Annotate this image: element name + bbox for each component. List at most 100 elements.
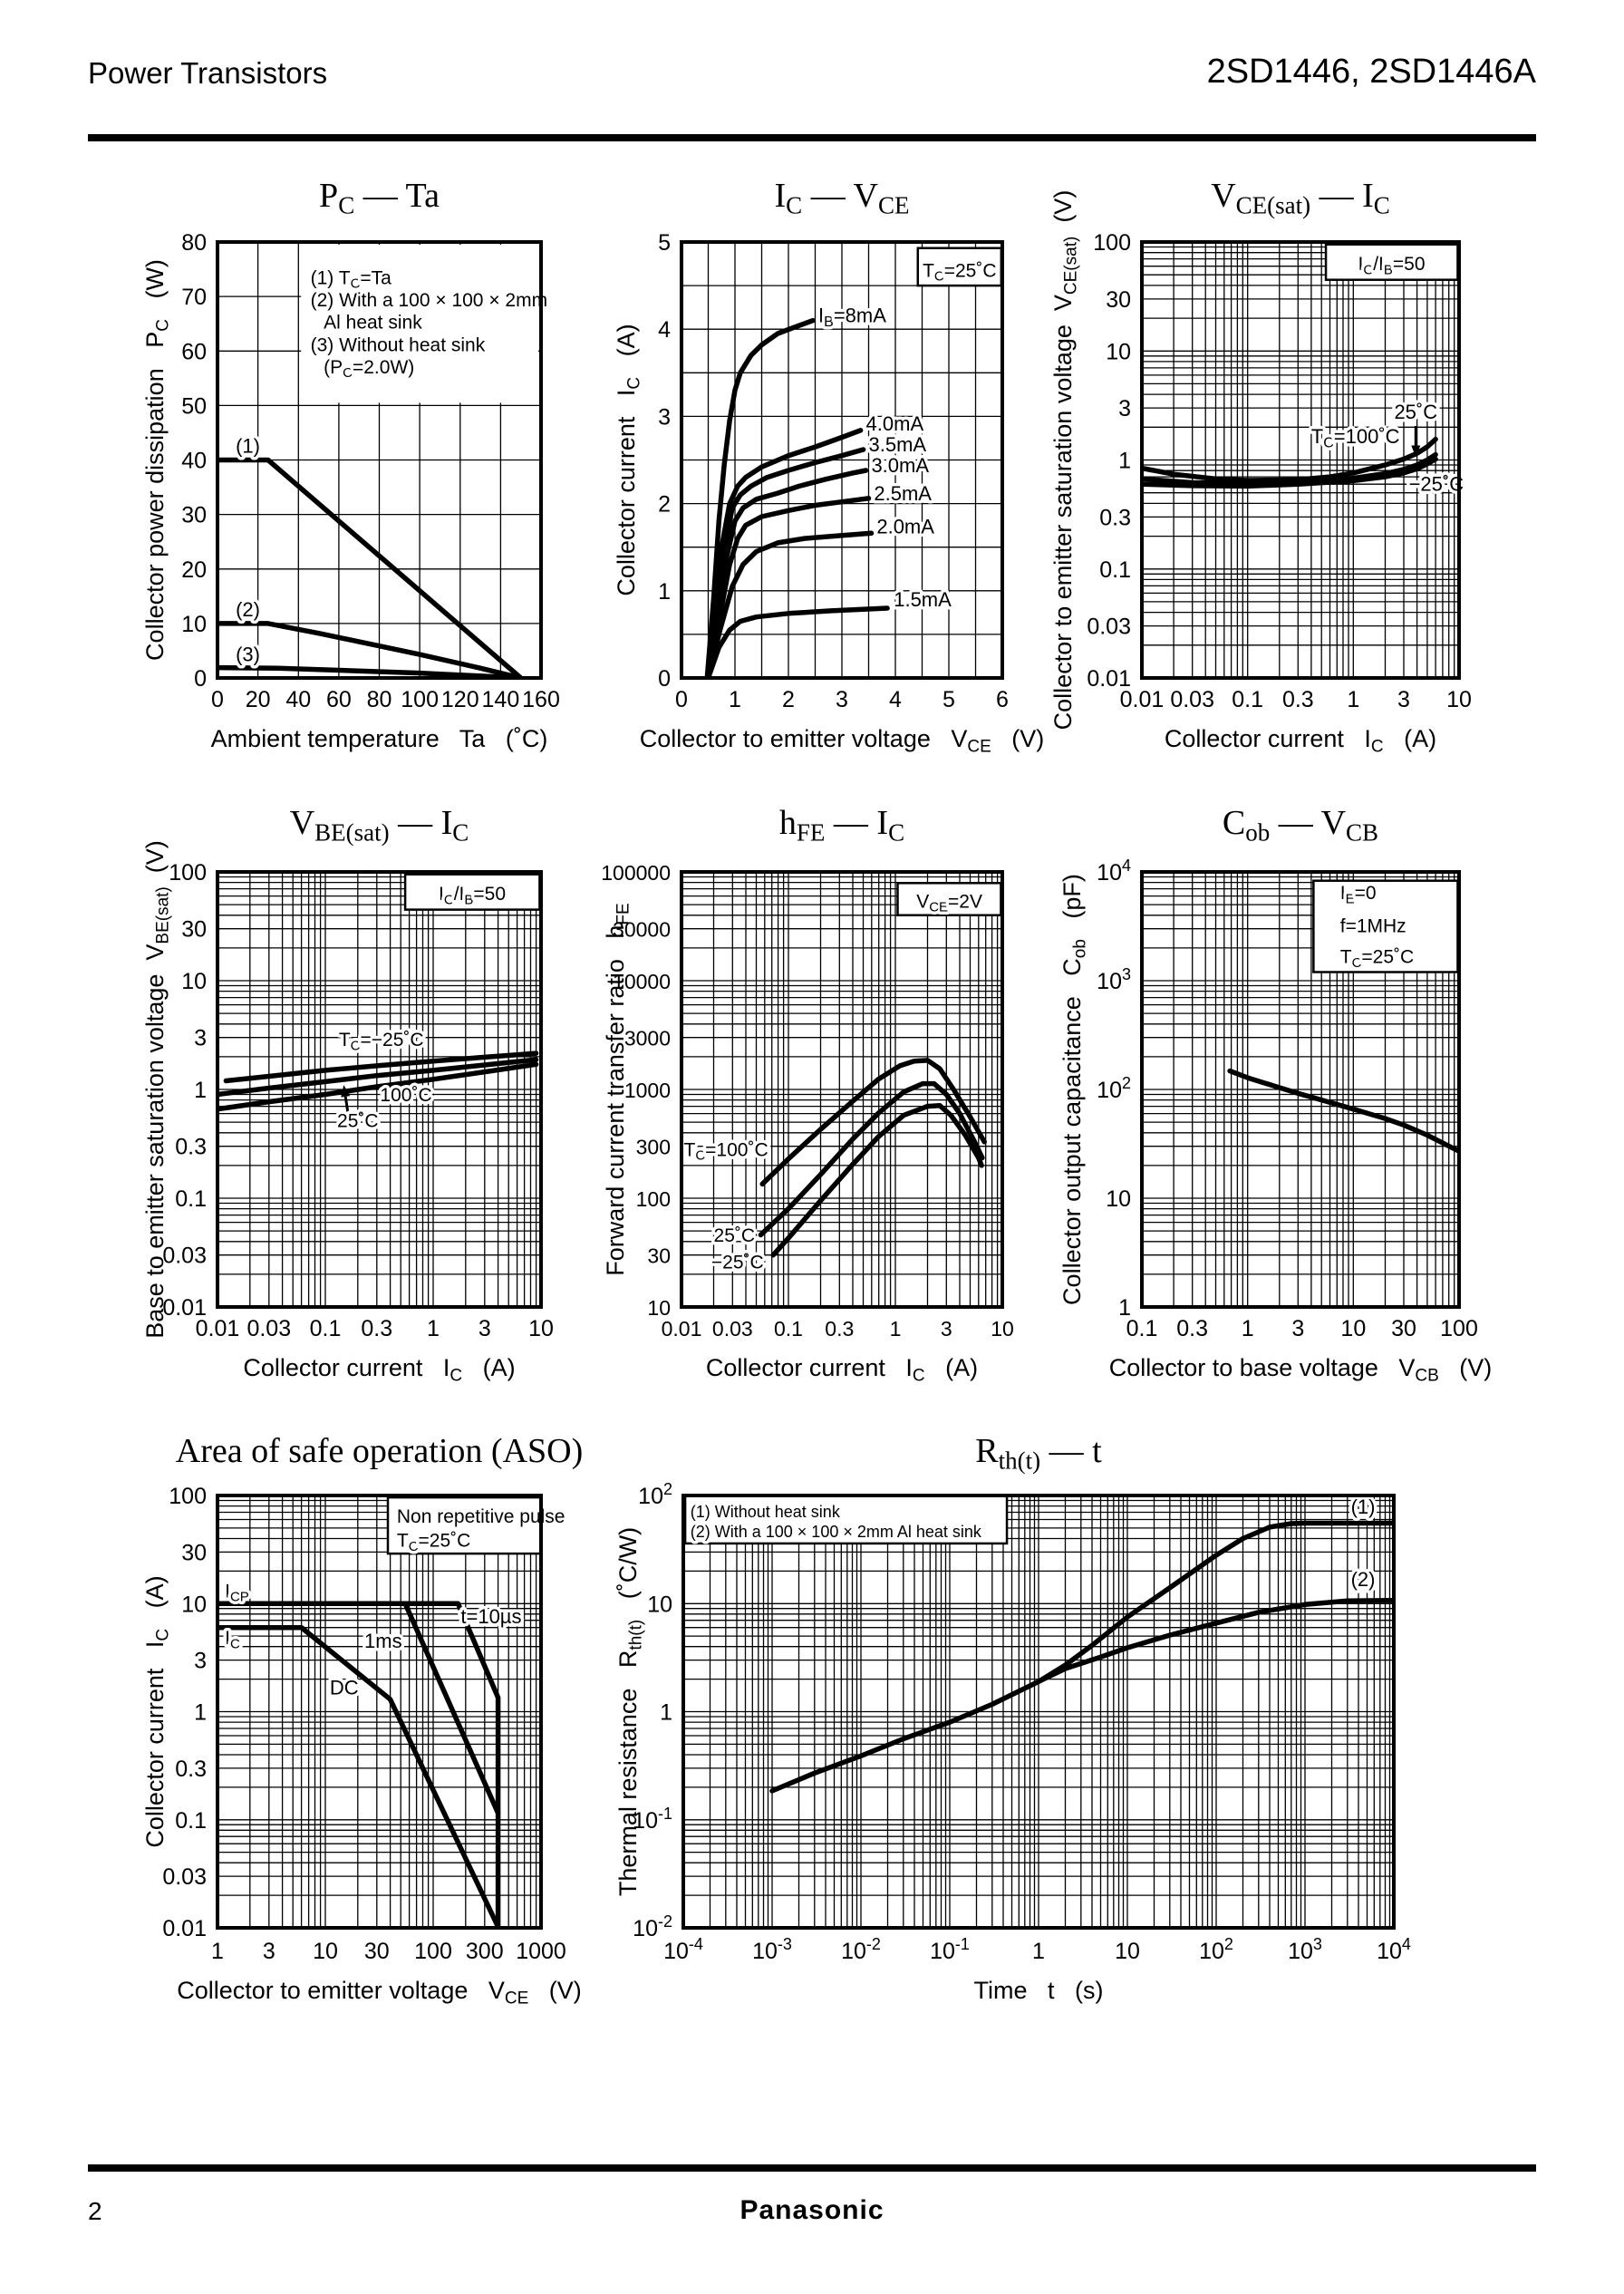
x-tick-label: 0.1 bbox=[1232, 687, 1263, 712]
y-axis-label: Thermal resistance Rth(t) (˚C/W) bbox=[614, 1527, 645, 1896]
x-tick-label: 100 bbox=[1440, 1316, 1478, 1341]
curve-ib-3p5ma bbox=[705, 447, 866, 678]
x-tick-label: 4 bbox=[889, 687, 902, 712]
y-tick-label: 0.3 bbox=[175, 1757, 207, 1782]
series-label: 2.5mA bbox=[874, 482, 932, 505]
y-tick-label: 5 bbox=[658, 230, 671, 256]
curve-2-with-heat-sink bbox=[1036, 1597, 1394, 1685]
x-tick-label: 100 bbox=[414, 1939, 452, 1964]
x-tick-label: 0.1 bbox=[774, 1317, 803, 1341]
curve-1-without-heat-sink bbox=[769, 1520, 1394, 1794]
y-tick-label: 0.1 bbox=[1099, 557, 1131, 583]
x-tick-label: 1000 bbox=[516, 1939, 566, 1964]
y-tick-label: 104 bbox=[1097, 857, 1131, 886]
curve-ib-4ma bbox=[705, 428, 864, 678]
y-tick-label: 10 bbox=[181, 612, 207, 637]
annotation-text: TC=25˚C bbox=[397, 1531, 470, 1554]
y-tick-label: 100 bbox=[636, 1187, 671, 1211]
y-tick-label: 30 bbox=[647, 1244, 671, 1268]
series-label: 1ms bbox=[364, 1630, 402, 1652]
x-tick-label: 3 bbox=[941, 1317, 952, 1341]
series-label: TC=100˚C bbox=[1311, 425, 1400, 450]
x-tick-label: 0.3 bbox=[1176, 1316, 1208, 1341]
chart-title: hFE — IC bbox=[779, 804, 904, 847]
x-tick-label: 0 bbox=[675, 687, 688, 712]
annotation-text: TC=−25˚C bbox=[339, 1030, 424, 1053]
y-tick-label: 10 bbox=[647, 1296, 671, 1320]
series-label: DC bbox=[330, 1676, 359, 1699]
annotation-text: Al heat sink bbox=[324, 313, 422, 334]
x-tick-label: 1 bbox=[1347, 687, 1359, 712]
x-tick-label: 1 bbox=[427, 1316, 440, 1341]
y-tick-label: 10 bbox=[1106, 339, 1131, 364]
x-tick-label: 10-2 bbox=[841, 1935, 881, 1964]
curve-1-tc-equals-ta bbox=[218, 457, 524, 678]
y-tick-label: 30 bbox=[181, 917, 207, 943]
y-axis-label: Collector current IC (A) bbox=[141, 1575, 172, 1847]
annotation-text: Non repetitive pulse bbox=[397, 1506, 566, 1527]
curve-tc-25c bbox=[1142, 451, 1438, 487]
curve-ib-2ma bbox=[705, 530, 875, 678]
x-tick-label: 80 bbox=[367, 687, 392, 712]
x-tick-label: 160 bbox=[522, 687, 560, 712]
annotation-text: 100˚C bbox=[380, 1085, 431, 1106]
y-axis-label: Forward current transfer ratio hFE bbox=[602, 903, 633, 1275]
y-tick-label: 1000 bbox=[624, 1079, 671, 1102]
x-tick-label: 0.1 bbox=[1126, 1316, 1158, 1341]
chart-title: Area of safe operation (ASO) bbox=[176, 1432, 584, 1470]
x-axis-label: Ambient temperature Ta (˚C) bbox=[211, 725, 548, 752]
x-tick-label: 10-3 bbox=[752, 1935, 792, 1964]
curve-tc-100c bbox=[218, 1061, 539, 1112]
curve-dc bbox=[218, 1624, 501, 1928]
x-tick-label: 10-4 bbox=[663, 1935, 703, 1964]
x-tick-label: 3 bbox=[1397, 687, 1410, 712]
y-tick-label: 70 bbox=[181, 285, 207, 310]
y-tick-label: 3000 bbox=[624, 1027, 671, 1050]
x-tick-label: 120 bbox=[441, 687, 479, 712]
annotation-text: IE=0 bbox=[1340, 883, 1377, 906]
y-tick-label: 50 bbox=[181, 393, 207, 419]
y-tick-label: 0.01 bbox=[162, 1295, 207, 1321]
y-tick-label: 2 bbox=[658, 492, 671, 518]
x-axis-label: Collector to emitter voltage VCE (V) bbox=[177, 1977, 582, 2008]
x-tick-label: 0.03 bbox=[1170, 687, 1214, 712]
x-tick-label: 1 bbox=[211, 1939, 224, 1964]
annotation-box bbox=[1312, 879, 1459, 973]
y-tick-label: 1 bbox=[194, 1078, 207, 1103]
series-label: 25˚C bbox=[1394, 401, 1437, 423]
brand-logo: Panasonic bbox=[740, 2195, 884, 2225]
x-tick-label: 3 bbox=[836, 687, 848, 712]
x-tick-label: 40 bbox=[285, 687, 311, 712]
x-tick-label: 0.3 bbox=[1282, 687, 1314, 712]
y-tick-label: 30 bbox=[1106, 287, 1131, 313]
curve-tc-minus25c bbox=[1142, 456, 1438, 489]
chart-title: Rth(t) — t bbox=[975, 1432, 1102, 1475]
y-tick-label: 1 bbox=[1118, 449, 1131, 474]
x-tick-label: 140 bbox=[482, 687, 520, 712]
y-tick-label: 103 bbox=[1097, 965, 1131, 994]
y-tick-label: 102 bbox=[638, 1480, 672, 1509]
curve-3-without-heat-sink bbox=[218, 664, 524, 678]
x-tick-label: 5 bbox=[942, 687, 955, 712]
x-tick-label: 0.1 bbox=[310, 1316, 342, 1341]
y-tick-label: 30 bbox=[181, 503, 207, 528]
y-axis-label: Base to emitter saturation voltage VBE(s… bbox=[141, 840, 172, 1339]
y-tick-label: 30000 bbox=[613, 918, 671, 942]
series-label: 3.0mA bbox=[871, 454, 929, 477]
annotation-text: IC bbox=[225, 1628, 240, 1651]
plot-border bbox=[680, 870, 1004, 1309]
y-tick-label: 100 bbox=[1093, 230, 1131, 256]
annotation-box bbox=[683, 1495, 1009, 1545]
x-tick-label: 0 bbox=[211, 687, 224, 712]
x-axis-label: Collector to base voltage VCB (V) bbox=[1109, 1354, 1493, 1385]
series-label: (3) bbox=[236, 643, 260, 665]
curve-ib-1p5ma bbox=[705, 605, 890, 678]
x-tick-label: 103 bbox=[1288, 1935, 1322, 1964]
y-tick-label: 10 bbox=[1106, 1186, 1131, 1212]
annotation-box bbox=[403, 873, 541, 911]
curve-ib-3ma bbox=[705, 468, 869, 678]
grid bbox=[217, 1495, 542, 1929]
x-tick-label: 3 bbox=[478, 1316, 491, 1341]
chart-cob-vcb: IE=0 f=1MHz TC=25˚C 0.1 0.3 1 3 10 30 100 1 10 102 10… bbox=[1058, 804, 1492, 1385]
x-tick-label: 2 bbox=[782, 687, 795, 712]
